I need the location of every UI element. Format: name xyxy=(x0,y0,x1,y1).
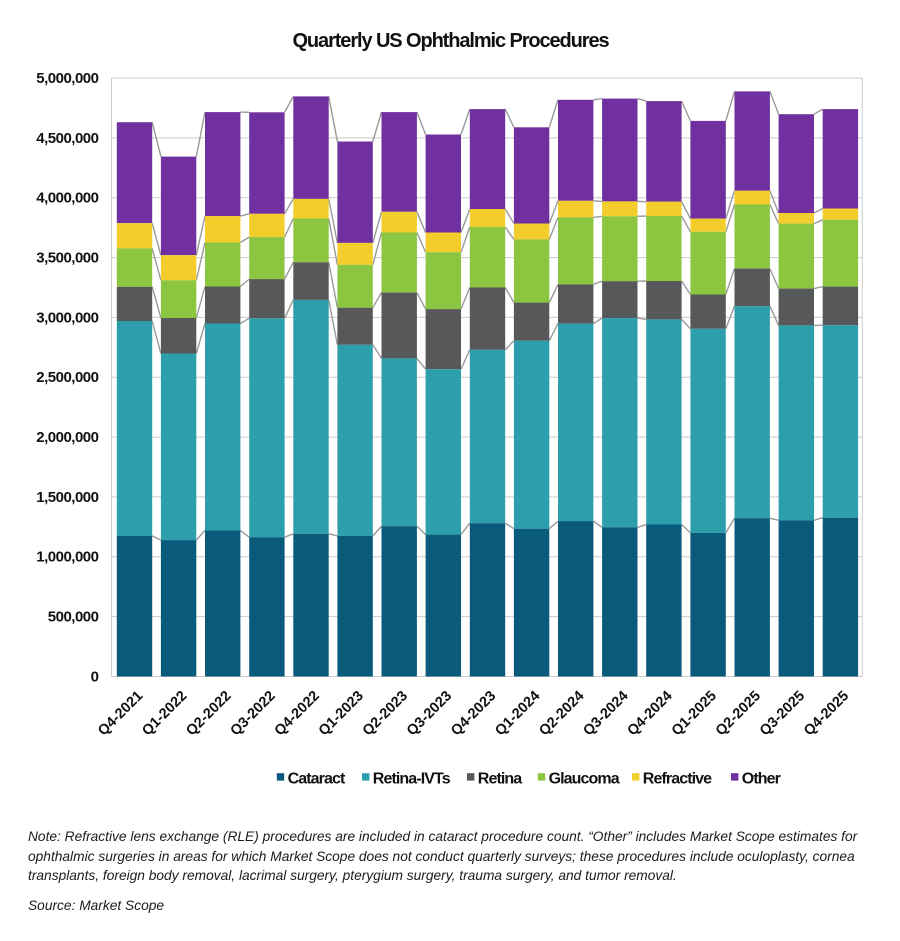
svg-text:Cataract: Cataract xyxy=(288,771,346,788)
svg-text:1,500,000: 1,500,000 xyxy=(36,489,98,506)
svg-text:0: 0 xyxy=(91,668,99,685)
svg-text:Glaucoma: Glaucoma xyxy=(549,771,620,788)
svg-text:500,000: 500,000 xyxy=(48,609,99,626)
svg-text:4,500,000: 4,500,000 xyxy=(36,130,98,147)
svg-text:Quarterly US Ophthalmic Proced: Quarterly US Ophthalmic Procedures xyxy=(292,30,609,52)
svg-text:Other: Other xyxy=(742,771,781,788)
svg-text:Refractive: Refractive xyxy=(643,771,712,788)
svg-text:4,000,000: 4,000,000 xyxy=(36,190,98,207)
svg-text:3,000,000: 3,000,000 xyxy=(36,309,98,326)
svg-text:3,500,000: 3,500,000 xyxy=(36,249,98,266)
svg-text:2,500,000: 2,500,000 xyxy=(36,369,98,386)
svg-text:5,000,000: 5,000,000 xyxy=(36,70,98,87)
svg-text:Retina: Retina xyxy=(478,771,523,788)
svg-text:2,000,000: 2,000,000 xyxy=(36,429,98,446)
svg-text:1,000,000: 1,000,000 xyxy=(36,549,98,566)
svg-text:Retina-IVTs: Retina-IVTs xyxy=(373,771,451,788)
